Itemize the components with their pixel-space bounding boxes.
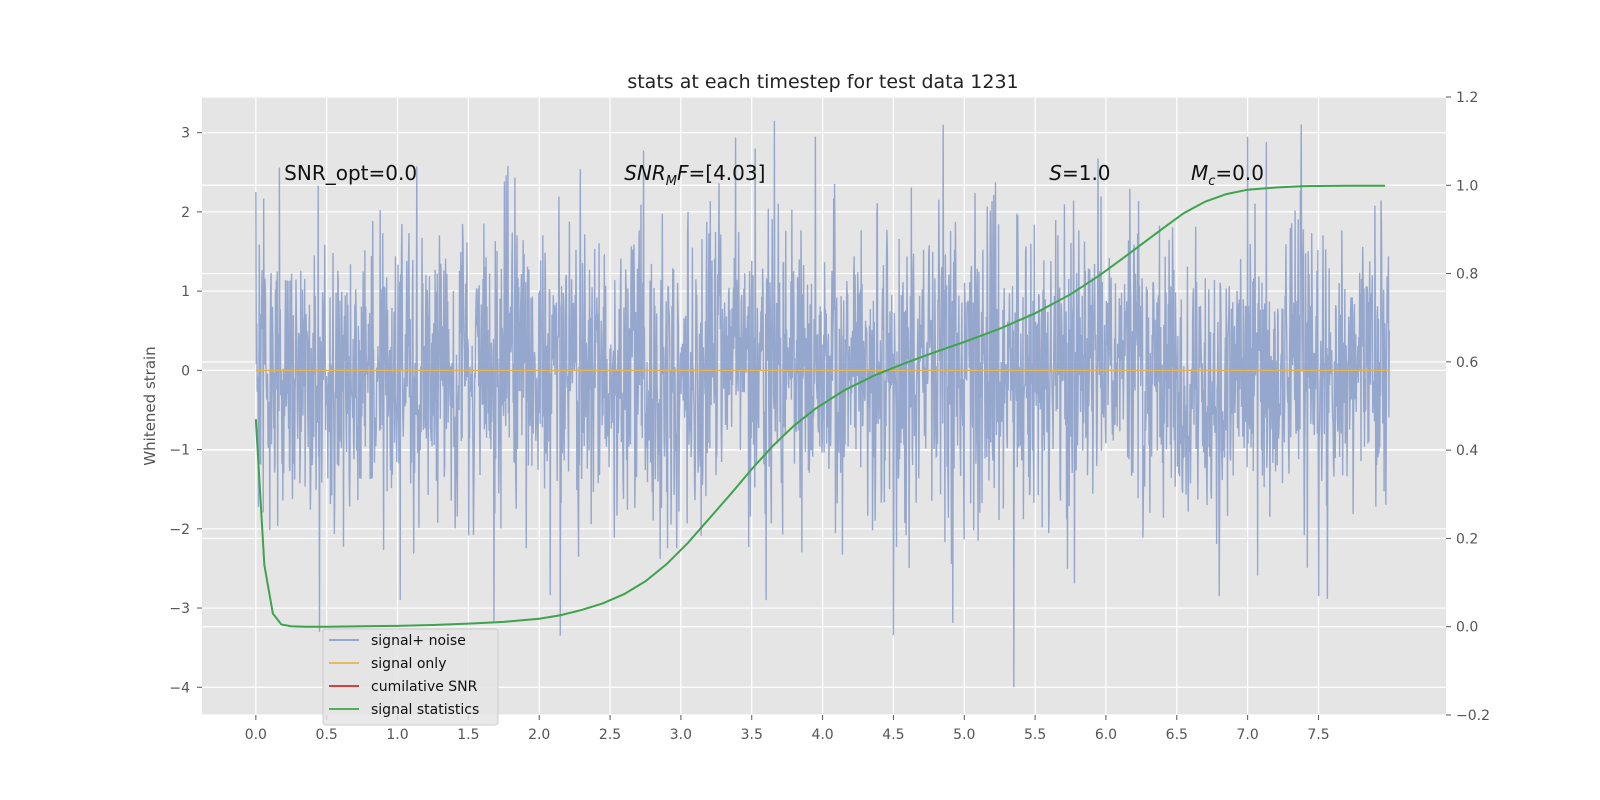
x-tick-label: 6.0 xyxy=(1095,727,1117,743)
right-y-tick-label: 0.0 xyxy=(1456,620,1478,636)
annotation-text: SNRMF=[4.03] xyxy=(624,161,765,189)
annotation-text: S=1.0 xyxy=(1049,161,1110,185)
legend-label: signal statistics xyxy=(371,702,479,718)
line-series xyxy=(254,184,1390,628)
legend: signal+ noise signal only cumilative SNR si… xyxy=(322,628,499,726)
right-y-tick-label: 0.2 xyxy=(1456,531,1478,547)
axis-ticks: 0.0 0.5 1.0 1.5 2.0 2.5 3.0 3.5 4.0 4.5 5.0 5.5 6.0 6… xyxy=(169,90,1490,743)
y-tick-label: −4 xyxy=(169,680,190,696)
x-tick-label: 3.5 xyxy=(741,727,763,743)
legend-label: cumilative SNR xyxy=(371,679,478,695)
x-tick-label: 5.5 xyxy=(1024,727,1046,743)
x-tick-label: 3.0 xyxy=(670,727,692,743)
right-y-tick-label: 1.2 xyxy=(1456,90,1478,106)
y-axis-label: Whitened strain xyxy=(141,346,159,465)
y-tick-label: −2 xyxy=(169,522,190,538)
y-tick-label: 1 xyxy=(181,284,190,300)
y-tick-label: −3 xyxy=(169,601,190,617)
y-tick-label: 2 xyxy=(181,205,190,221)
legend-box xyxy=(322,628,499,726)
y-tick-label: −1 xyxy=(169,443,190,459)
right-y-tick-label: 0.8 xyxy=(1456,267,1478,283)
right-y-tick-label: −0.2 xyxy=(1456,708,1490,724)
x-tick-label: 4.5 xyxy=(882,727,904,743)
y-tick-label: 3 xyxy=(181,126,190,142)
x-tick-label: 5.0 xyxy=(953,727,975,743)
signal-noise-series xyxy=(255,120,1391,688)
x-tick-label: 1.0 xyxy=(386,727,408,743)
x-tick-label: 1.5 xyxy=(457,727,479,743)
x-tick-label: 7.5 xyxy=(1307,727,1329,743)
x-tick-label: 0.5 xyxy=(316,727,338,743)
chart-title: stats at each timestep for test data 123… xyxy=(627,71,1018,93)
x-tick-label: 6.5 xyxy=(1166,727,1188,743)
legend-label: signal+ noise xyxy=(371,633,466,649)
right-y-tick-label: 0.6 xyxy=(1456,355,1478,371)
x-tick-label: 2.0 xyxy=(528,727,550,743)
y-tick-label: 0 xyxy=(181,363,190,379)
legend-label: signal only xyxy=(371,656,446,672)
x-tick-label: 7.0 xyxy=(1237,727,1259,743)
x-tick-label: 2.5 xyxy=(599,727,621,743)
x-tick-label: 0.0 xyxy=(245,727,267,743)
annotation-text: Mc=0.0 xyxy=(1191,161,1264,189)
x-tick-label: 4.0 xyxy=(811,727,833,743)
signal-statistics-line xyxy=(254,184,1386,628)
signal-noise-line xyxy=(255,120,1391,688)
right-y-tick-label: 1.0 xyxy=(1456,178,1478,194)
right-y-tick-label: 0.4 xyxy=(1456,443,1478,459)
annotation-text: SNR_opt=0.0 xyxy=(284,161,417,185)
annotations: SNR_opt=0.0 SNRMF=[4.03] S=1.0 Mc=0.0 xyxy=(284,161,1264,189)
